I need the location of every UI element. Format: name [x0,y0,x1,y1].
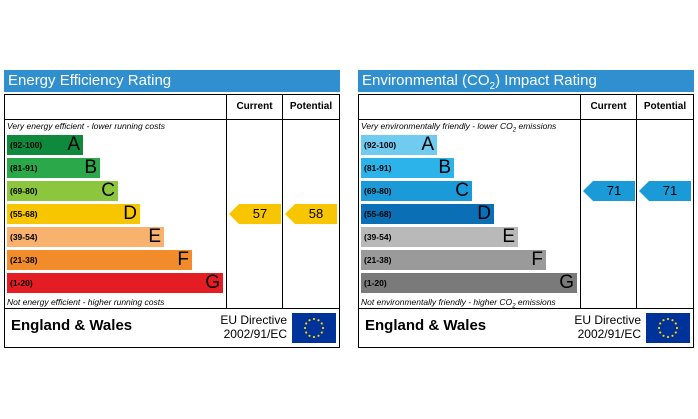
region-label: England & Wales [365,317,487,334]
rating-band-e: (39-54) E [361,227,518,247]
band-letter-label: F [531,249,543,270]
panel-title: Environmental (CO2) Impact Rating [358,70,694,92]
rating-band-g: (1-20) G [361,273,577,293]
current-column-header: Current [236,101,273,112]
rating-band-e: (39-54) E [7,227,164,247]
potential-rating-arrow: 58 [285,204,337,224]
footer-divider [5,308,339,309]
header-divider [359,119,693,120]
band-letter-label: D [477,203,491,224]
current-column-divider [580,95,581,308]
top-note: Very energy efficient - lower running co… [7,121,165,131]
band-range-label: (92-100) [10,140,43,150]
bottom-note-subscript: 2 [512,303,516,310]
band-letter-label: C [455,180,469,201]
directive-line-2: 2002/91/EC [577,327,641,341]
current-rating-arrow: 57 [229,204,281,224]
rating-band-f: (21-38) F [7,250,192,270]
region-label: England & Wales [11,317,133,334]
title-subscript: 2 [489,81,496,92]
current-column-header: Current [590,101,627,112]
band-letter-label: G [205,272,220,293]
rating-band-d: (55-68) D [361,204,494,224]
potential-column-divider [636,95,637,308]
energy-efficiency-panel: Energy Efficiency Rating Current Potenti… [4,70,340,350]
rating-band-a: (92-100) A [361,135,437,155]
header-divider [5,119,339,120]
band-range-label: (1-20) [10,278,33,288]
top-note-text: Very environmentally friendly - lower CO [361,121,513,131]
title-text-end: ) Impact Rating [495,72,597,89]
potential-column-header: Potential [289,101,333,112]
rating-band-c: (69-80) C [7,181,118,201]
band-range-label: (1-20) [364,278,387,288]
band-range-label: (69-80) [10,186,38,196]
band-range-label: (69-80) [364,186,392,196]
potential-column-header: Potential [643,101,687,112]
bottom-note-text: Not environmentally friendly - higher CO [361,297,513,307]
rating-band-f: (21-38) F [361,250,546,270]
potential-rating-value: 58 [308,206,324,221]
band-letter-label: G [559,272,574,293]
band-range-label: (55-68) [364,209,392,219]
title-text: Environmental (CO [362,72,490,89]
potential-rating-value: 71 [662,183,678,198]
rating-band-b: (81-91) B [7,158,100,178]
band-letter-label: F [177,249,189,270]
bottom-note: Not energy efficient - higher running co… [7,297,165,307]
top-note-text-end: emissions [516,121,557,131]
bottom-note: Not environmentally friendly - higher CO… [361,297,556,310]
panel-frame: Current Potential Very energy efficient … [4,94,340,348]
band-range-label: (92-100) [364,140,397,150]
rating-band-d: (55-68) D [7,204,140,224]
band-letter-label: B [438,157,451,178]
eu-flag-icon [646,313,690,343]
rating-band-b: (81-91) B [361,158,454,178]
eu-directive: EU Directive 2002/91/EC [213,313,287,341]
band-letter-label: E [148,226,161,247]
band-letter-label: A [67,134,80,155]
band-range-label: (81-91) [364,163,392,173]
potential-column-divider [282,95,283,308]
eu-directive: EU Directive 2002/91/EC [567,313,641,341]
rating-band-a: (92-100) A [7,135,83,155]
rating-band-g: (1-20) G [7,273,223,293]
band-range-label: (55-68) [10,209,38,219]
potential-rating-arrow: 71 [639,181,691,201]
band-letter-label: E [502,226,515,247]
directive-line-1: EU Directive [574,313,641,327]
footer-divider [359,308,693,309]
current-rating-value: 71 [606,183,622,198]
bottom-note-text-end: emissions [515,297,556,307]
eu-flag-icon [292,313,336,343]
directive-line-2: 2002/91/EC [223,327,287,341]
current-rating-arrow: 71 [583,181,635,201]
band-range-label: (81-91) [10,163,38,173]
band-letter-label: C [101,180,115,201]
current-column-divider [226,95,227,308]
band-letter-label: D [123,203,137,224]
panel-title: Energy Efficiency Rating [4,70,340,92]
environmental-impact-panel: Environmental (CO2) Impact Rating Curren… [358,70,694,350]
directive-line-1: EU Directive [220,313,287,327]
top-note-subscript: 2 [512,127,517,134]
band-letter-label: A [421,134,434,155]
top-note: Very environmentally friendly - lower CO… [361,121,556,134]
band-range-label: (39-54) [10,232,38,242]
band-range-label: (21-38) [364,255,392,265]
panel-frame: Current Potential Very environmentally f… [358,94,694,348]
band-range-label: (21-38) [10,255,38,265]
band-range-label: (39-54) [364,232,392,242]
current-rating-value: 57 [252,206,268,221]
rating-band-c: (69-80) C [361,181,472,201]
band-letter-label: B [84,157,97,178]
